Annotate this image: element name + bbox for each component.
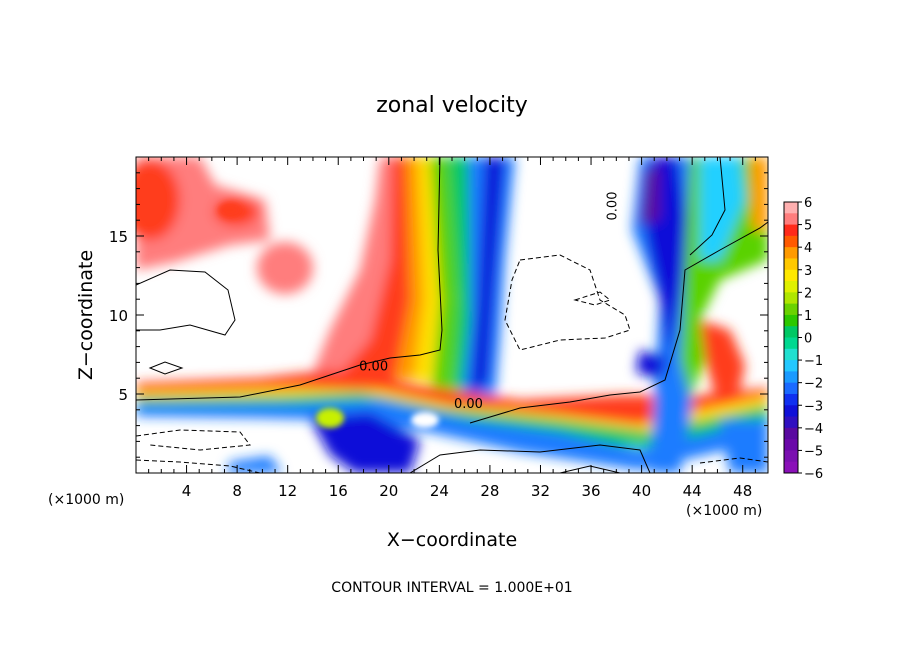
colorbar-tick-label: 5 [804, 219, 812, 234]
colorbar-swatch [784, 360, 798, 372]
x-tick-label: 32 [531, 482, 550, 500]
colorbar-tick-label: −4 [804, 422, 823, 437]
colorbar-swatch [784, 258, 798, 271]
x-unit-right: (×1000 m) [686, 503, 762, 519]
colorbar-swatch [784, 202, 798, 214]
colorbar-swatch [784, 247, 798, 259]
jet-red [330, 157, 425, 390]
low-level-blue-band [136, 400, 768, 470]
x-tick-label: 4 [182, 482, 192, 500]
colorbar-swatch [784, 213, 798, 226]
x-tick-label: 48 [733, 482, 752, 500]
colorbar-swatch [784, 416, 798, 429]
colorbar-swatch [784, 314, 798, 327]
x-tick-label: 20 [379, 482, 398, 500]
colorbar-swatch [784, 450, 798, 463]
right-teal-branch [700, 157, 745, 260]
colorbar-swatch [784, 281, 798, 293]
dashed-contour-right [504, 254, 631, 351]
colorbar-swatch [784, 405, 798, 418]
colorbar-swatch [784, 224, 798, 237]
contour-label: 0.00 [454, 397, 483, 412]
velocity-field [136, 157, 768, 473]
colorbar-swatch [784, 303, 798, 316]
white-pocket [411, 412, 439, 428]
x-tick-label: 40 [632, 482, 651, 500]
mid-positive-blob [257, 242, 313, 294]
y-tick-label: 5 [118, 386, 128, 404]
low-solid-contour [409, 444, 651, 473]
colorbar-swatch [784, 337, 798, 350]
colorbar-tick-label: −3 [804, 399, 823, 414]
x-tick-label: 16 [329, 482, 348, 500]
x-tick-label: 8 [232, 482, 242, 500]
colorbar-tick-label: −6 [804, 467, 823, 482]
colorbar-swatch [784, 382, 798, 395]
x-tick-label: 44 [683, 482, 702, 500]
dashed-contour-lower-left [136, 429, 251, 451]
x-tick-label: 36 [581, 482, 600, 500]
chart-title: zonal velocity [376, 93, 528, 118]
x-unit-left: (×1000 m) [48, 492, 124, 508]
closed-contour-left [136, 269, 236, 336]
colorbar-tick-label: 3 [804, 264, 812, 279]
contour-labels: 0.00 0.00 0.00 [359, 192, 620, 413]
y-tick-label: 15 [109, 228, 128, 246]
y-axis-label: Z−coordinate [75, 250, 97, 380]
velocity-detail [218, 202, 439, 428]
upper-left-core [136, 160, 180, 240]
colorbar-swatch [784, 348, 798, 361]
y-tick-label: 10 [109, 307, 128, 325]
colorbar-tick-label: −2 [804, 377, 823, 392]
right-edge-positive [750, 157, 768, 230]
y-axis: 5 10 15 [109, 172, 768, 458]
colorbar-swatch [784, 292, 798, 305]
x-tick-label: 24 [430, 482, 449, 500]
low-level-navy-core [310, 412, 420, 473]
colorbar-tick-label: −5 [804, 444, 823, 459]
x-axis: 4 8 12 16 20 24 28 32 36 40 44 48 [148, 157, 756, 500]
green-spot [316, 408, 344, 428]
right-red-plume [700, 320, 745, 395]
colorbar-swatch [784, 269, 798, 282]
contour-label: 0.00 [359, 359, 388, 374]
contour-interval-note: CONTOUR INTERVAL = 1.000E+01 [331, 580, 572, 596]
negative-column-43-purple [640, 165, 660, 225]
colorbar-tick-label: 0 [804, 332, 812, 347]
contour-label: 0.00 [605, 192, 620, 221]
zero-contour-lower [136, 157, 443, 401]
small-red-spot [218, 202, 242, 218]
colorbar-tick-label: 1 [804, 309, 812, 324]
colorbar-tick-label: 2 [804, 286, 812, 301]
zero-contour-upper [689, 157, 726, 256]
colorbar-tick-label: −1 [804, 354, 823, 369]
negative-column-26-core [470, 157, 505, 400]
colorbar-swatch [784, 461, 798, 474]
colorbar-tick-label: 4 [804, 241, 812, 256]
colorbar: 6 5 4 3 2 1 0 −1 −2 −3 −4 −5 −6 [783, 196, 823, 482]
contour-lines [136, 157, 768, 473]
zero-contour-mid [469, 221, 768, 424]
x-axis-label: X−coordinate [387, 529, 517, 551]
x-tick-label: 28 [480, 482, 499, 500]
jet-green [430, 157, 458, 390]
x-tick-label: 12 [278, 482, 297, 500]
dashed-contour-inner [573, 291, 612, 306]
colorbar-swatch [784, 326, 798, 338]
colorbar-swatch [784, 371, 798, 384]
colorbar-swatch [784, 427, 798, 440]
contour-lines-dashed [136, 254, 768, 473]
colorbar-tick-label: 6 [804, 196, 812, 211]
colorbar-swatch [784, 439, 798, 451]
plot-area: 0.00 0.00 0.00 [136, 157, 768, 473]
right-lower-negative [720, 420, 768, 473]
colorbar-swatch [784, 235, 798, 248]
mid-right-purple-sliver [636, 350, 668, 380]
bottom-solid-contour [559, 465, 621, 473]
colorbar-swatch [784, 393, 798, 406]
closed-contour-small [148, 361, 184, 375]
jet-yellow [414, 157, 440, 382]
dashed-contour-bottom-right [699, 457, 768, 464]
